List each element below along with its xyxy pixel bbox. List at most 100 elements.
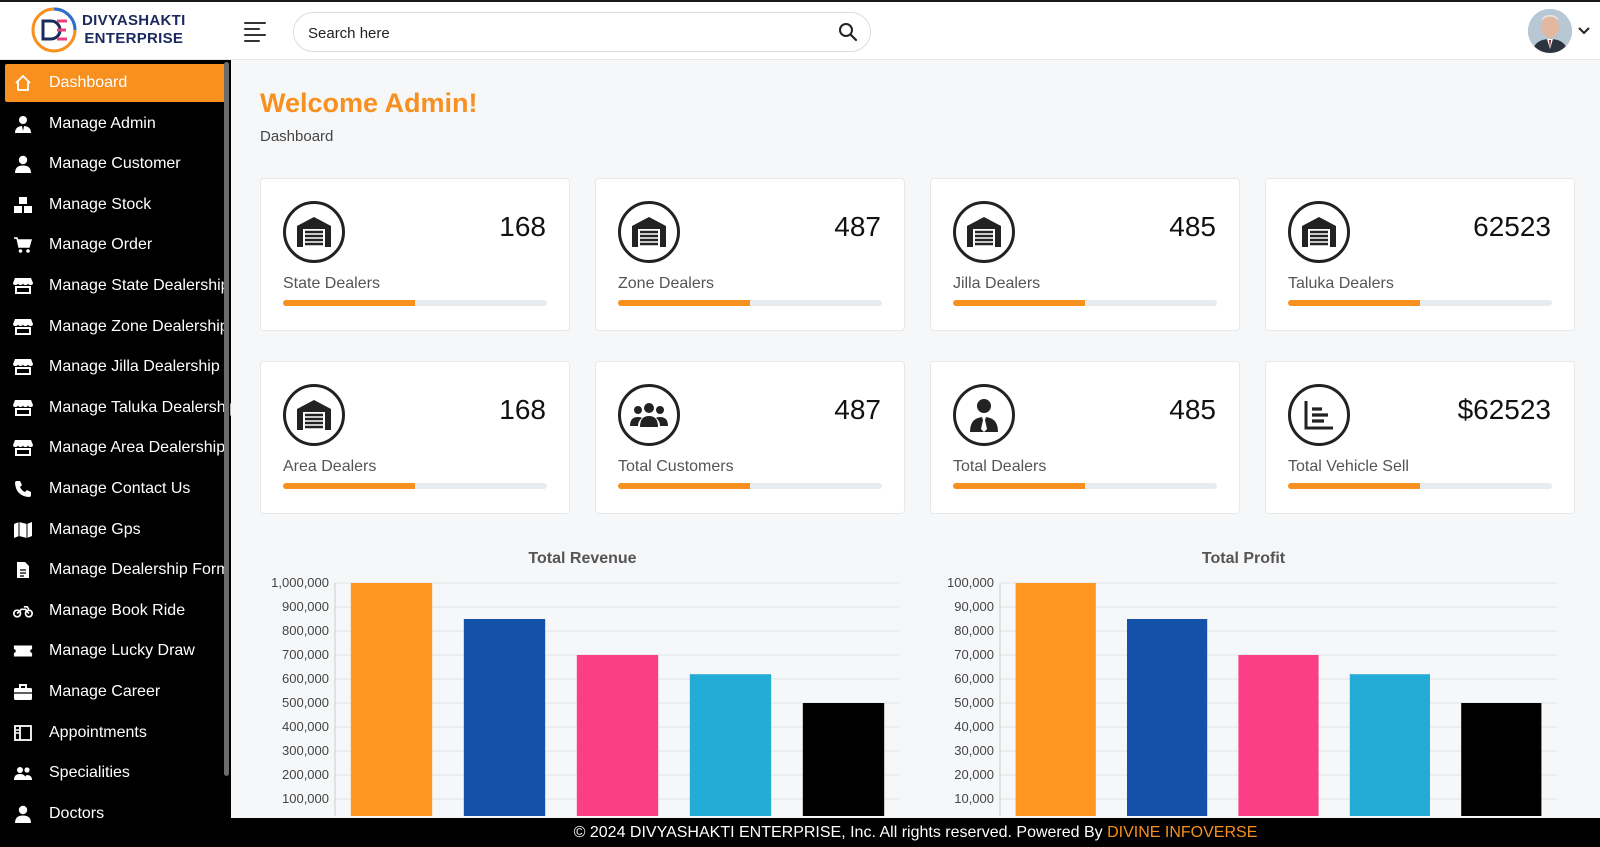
y-tick-label: 300,000 [282,743,329,758]
sidebar-item-doctors[interactable]: Doctors [5,795,225,833]
y-tick-label: 40,000 [954,719,994,734]
search-input[interactable] [308,22,808,44]
sidebar-item-manage-area-dealership[interactable]: Manage Area Dealership [5,429,225,467]
brand-line-2: ENTERPRISE [84,30,184,47]
file-icon [13,560,33,580]
sidebar-item-manage-admin[interactable]: Manage Admin [5,105,225,143]
sidebar-item-label: Manage Jilla Dealership [49,358,220,376]
sidebar-item-manage-contact-us[interactable]: Manage Contact Us [5,470,225,508]
sidebar-item-label: Specialities [49,764,130,782]
footer-text: © 2024 DIVYASHAKTI ENTERPRISE, Inc. All … [573,824,1108,841]
brand-logo[interactable]: DIVYASHAKTI ENTERPRISE [30,6,186,54]
stat-card-total-vehicle-sell[interactable]: $62523 Total Vehicle Sell [1265,361,1575,514]
sidebar-item-manage-state-dealership[interactable]: Manage State Dealership [5,267,230,305]
sidebar-item-label: Manage Taluka Dealership [49,398,231,416]
breadcrumb[interactable]: Dashboard [260,128,334,145]
progress-fill [953,300,1085,306]
sidebar-item-manage-zone-dealership[interactable]: Manage Zone Dealership [5,308,229,346]
stat-card-taluka-dealers[interactable]: 62523 Taluka Dealers [1265,178,1575,331]
user-icon [13,154,33,174]
store-icon [13,276,33,296]
bar-5[interactable] [1461,703,1542,816]
stat-value: 168 [499,394,546,425]
avatar[interactable] [1528,9,1572,53]
bar-1[interactable] [1015,583,1096,816]
bar-2[interactable] [463,619,546,816]
sidebar-item-manage-order[interactable]: Manage Order [5,226,225,264]
map-icon [13,520,33,540]
progress-fill [1288,300,1420,306]
progress-bar [283,300,547,306]
y-tick-label: 80,000 [954,623,994,638]
sidebar-item-manage-customer[interactable]: Manage Customer [5,145,225,183]
progress-fill [618,300,750,306]
sidebar-item-label: Manage Lucky Draw [49,642,195,660]
sidebar-item-appointments[interactable]: Appointments [5,714,225,752]
progress-fill [1288,483,1420,489]
boxes-icon [13,195,33,215]
search-icon[interactable] [838,22,858,42]
footer-brand-link[interactable]: DIVINE INFOVERSE [1107,824,1258,841]
user-tie-icon [13,114,33,134]
user-tie-icon [953,384,1015,446]
sidebar-item-manage-taluka-dealership[interactable]: Manage Taluka Dealership [5,389,231,427]
sidebar-item-manage-stock[interactable]: Manage Stock [5,186,225,224]
stat-label: Total Vehicle Sell [1288,458,1409,475]
stat-card-area-dealers[interactable]: 168 Area Dealers [260,361,570,514]
group-icon [13,763,33,783]
bar-1[interactable] [350,583,433,816]
top-header: DIVYASHAKTI ENTERPRISE [0,2,1600,60]
stat-card-total-dealers[interactable]: 485 Total Dealers [930,361,1240,514]
y-tick-label: 500,000 [282,695,329,710]
ticket-icon [13,641,33,661]
stat-card-jilla-dealers[interactable]: 485 Jilla Dealers [930,178,1240,331]
y-tick-label: 50,000 [954,695,994,710]
sidebar-item-label: Appointments [49,723,147,741]
store-icon [13,438,33,458]
stat-card-total-customers[interactable]: 487 Total Customers [595,361,905,514]
warehouse-icon [1288,201,1350,263]
bar-3[interactable] [1238,655,1319,816]
bar-4[interactable] [1349,674,1431,816]
y-tick-label: 900,000 [282,599,329,614]
sidebar-item-specialities[interactable]: Specialities [5,754,225,792]
sidebar-item-manage-gps[interactable]: Manage Gps [5,511,225,549]
revenue-chart: Total Revenue 1,000,000 900,000 800,000 700… [260,550,905,816]
stat-label: Total Customers [618,458,734,475]
profit-chart: Total Profit 100,000 90,000 80,000 70,000 60… [925,550,1562,816]
user-icon [13,804,33,824]
stat-card-zone-dealers[interactable]: 487 Zone Dealers [595,178,905,331]
sidebar-item-manage-career[interactable]: Manage Career [5,673,225,711]
stat-label: Zone Dealers [618,275,715,292]
sidebar-scrollbar[interactable] [224,62,229,776]
sidebar-item-manage-jilla-dealership[interactable]: Manage Jilla Dealership [5,348,225,386]
sidebar: Dashboard Manage Admin Manage Customer Mana… [0,60,231,847]
sidebar-item-manage-book-ride[interactable]: Manage Book Ride [5,592,225,630]
y-tick-label: 30,000 [954,743,994,758]
sidebar-item-manage-lucky-draw[interactable]: Manage Lucky Draw [5,632,225,670]
store-icon [13,398,33,418]
bar-3[interactable] [576,655,659,816]
sidebar-item-dashboard[interactable]: Dashboard [5,64,225,102]
stat-label: Total Dealers [953,458,1047,475]
stat-value: 487 [834,211,881,242]
bar-4[interactable] [689,674,772,816]
menu-toggle-icon[interactable] [244,22,266,42]
bar-2[interactable] [1126,619,1208,816]
progress-fill [283,300,415,306]
sidebar-item-manage-dealership-form[interactable]: Manage Dealership Form [5,551,230,589]
bar-5[interactable] [802,703,885,816]
warehouse-icon [283,384,345,446]
sidebar-item-label: Doctors [49,804,105,822]
y-tick-label: 400,000 [282,719,329,734]
y-tick-label: 20,000 [954,767,994,782]
stat-card-state-dealers[interactable]: 168 State Dealers [260,178,570,331]
chevron-down-icon[interactable] [1577,24,1591,38]
sidebar-item-label: Dashboard [49,74,128,91]
stat-label: Area Dealers [283,458,377,475]
progress-bar [953,483,1217,489]
y-tick-label: 90,000 [954,599,994,614]
progress-bar [953,300,1217,306]
store-icon [13,317,33,337]
progress-bar [1288,483,1552,489]
